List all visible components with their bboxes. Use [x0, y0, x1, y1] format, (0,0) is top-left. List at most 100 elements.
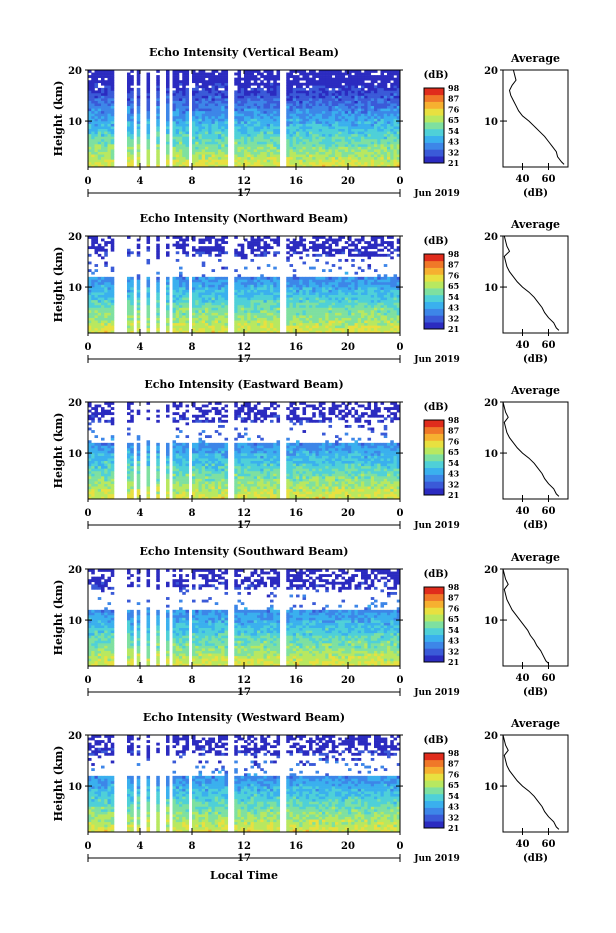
heatmap-cell: [147, 80, 151, 83]
heatmap-cell: [267, 300, 271, 303]
heatmap-cell: [166, 246, 170, 249]
heatmap-cell: [368, 254, 372, 257]
heatmap-cell: [293, 292, 297, 295]
heatmap-cell: [264, 152, 268, 155]
heatmap-cell: [358, 302, 362, 305]
heatmap-cell: [293, 134, 297, 137]
heatmap-cell: [361, 90, 365, 93]
heatmap-cell: [381, 307, 385, 310]
heatmap-cell: [199, 277, 203, 280]
heatmap-cell: [351, 282, 355, 285]
heatmap-cell: [368, 295, 372, 298]
heatmap-cell: [247, 83, 251, 86]
heatmap-cell: [179, 98, 183, 101]
heatmap-cell: [316, 295, 320, 298]
heatmap-cell: [241, 307, 245, 310]
heatmap-cell: [364, 297, 368, 300]
heatmap-cell: [325, 101, 329, 104]
heatmap-cell: [296, 121, 300, 124]
heatmap-cell: [212, 121, 216, 124]
heatmap-cell: [277, 328, 281, 331]
heatmap-cell: [130, 78, 134, 81]
heatmap-cell: [192, 254, 196, 257]
heatmap-cell: [348, 244, 352, 247]
heatmap-cell: [247, 113, 251, 116]
heatmap-cell: [374, 124, 378, 127]
heatmap-cell: [377, 249, 381, 252]
heatmap-cell: [108, 93, 112, 96]
heatmap-cell: [215, 162, 219, 165]
heatmap-cell: [368, 101, 372, 104]
heatmap-cell: [348, 249, 352, 252]
heatmap-cell: [247, 302, 251, 305]
heatmap-cell: [91, 108, 95, 111]
heatmap-cell: [234, 320, 238, 323]
heatmap-cell: [130, 134, 134, 137]
heatmap-cell: [325, 320, 329, 323]
heatmap-cell: [371, 111, 375, 114]
heatmap-cell: [309, 83, 313, 86]
heatmap-cell: [312, 111, 316, 114]
heatmap-cell: [329, 318, 333, 321]
heatmap-cell: [368, 121, 372, 124]
heatmap-cell: [361, 315, 365, 318]
colorbar-swatch: [424, 108, 444, 115]
heatmap-cell: [316, 80, 320, 83]
heatmap-cell: [290, 159, 294, 162]
heatmap-cell: [371, 254, 375, 257]
heatmap-cell: [277, 103, 281, 106]
heatmap-cell: [192, 246, 196, 249]
heatmap-cell: [101, 134, 105, 137]
heatmap-cell: [345, 131, 349, 134]
heatmap-cell: [101, 302, 105, 305]
heatmap-cell: [98, 246, 102, 249]
heatmap-cell: [221, 323, 225, 326]
heatmap-cell: [277, 85, 281, 88]
heatmap-cell: [182, 310, 186, 313]
heatmap-cell: [299, 73, 303, 76]
heatmap-cell: [260, 134, 264, 137]
heatmap-cell: [156, 144, 160, 147]
heatmap-cell: [127, 116, 131, 119]
heatmap-cell: [364, 75, 368, 78]
heatmap-cell: [205, 285, 209, 288]
heatmap-cell: [361, 116, 365, 119]
heatmap-cell: [257, 239, 261, 242]
heatmap-cell: [303, 162, 307, 165]
heatmap-cell: [368, 264, 372, 267]
heatmap-cell: [101, 290, 105, 293]
heatmap-cell: [212, 103, 216, 106]
heatmap-cell: [267, 320, 271, 323]
heatmap-cell: [98, 80, 102, 83]
heatmap-cell: [247, 246, 251, 249]
heatmap-cell: [247, 313, 251, 316]
heatmap-cell: [335, 83, 339, 86]
heatmap-cell: [345, 93, 349, 96]
heatmap-cell: [338, 302, 342, 305]
heatmap-cell: [329, 307, 333, 310]
heatmap-cell: [257, 111, 261, 114]
heatmap-cell: [381, 323, 385, 326]
heatmap-cell: [208, 302, 212, 305]
heatmap-cell: [358, 136, 362, 139]
heatmap-cell: [316, 318, 320, 321]
heatmap-cell: [296, 295, 300, 298]
heatmap-cell: [325, 323, 329, 326]
heatmap-cell: [173, 277, 177, 280]
heatmap-cell: [345, 141, 349, 144]
heatmap-cell: [371, 134, 375, 137]
heatmap-cell: [387, 80, 391, 83]
heatmap-cell: [387, 93, 391, 96]
heatmap-cell: [212, 328, 216, 331]
heatmap-cell: [257, 254, 261, 257]
heatmap-cell: [387, 131, 391, 134]
heatmap-cell: [361, 323, 365, 326]
heatmap-cell: [293, 98, 297, 101]
heatmap-cell: [273, 287, 277, 290]
heatmap-cell: [127, 80, 131, 83]
heatmap-cell: [309, 152, 313, 155]
heatmap-cell: [195, 152, 199, 155]
heatmap-cell: [127, 136, 131, 139]
heatmap-cell: [156, 305, 160, 308]
heatmap-cell: [270, 131, 274, 134]
